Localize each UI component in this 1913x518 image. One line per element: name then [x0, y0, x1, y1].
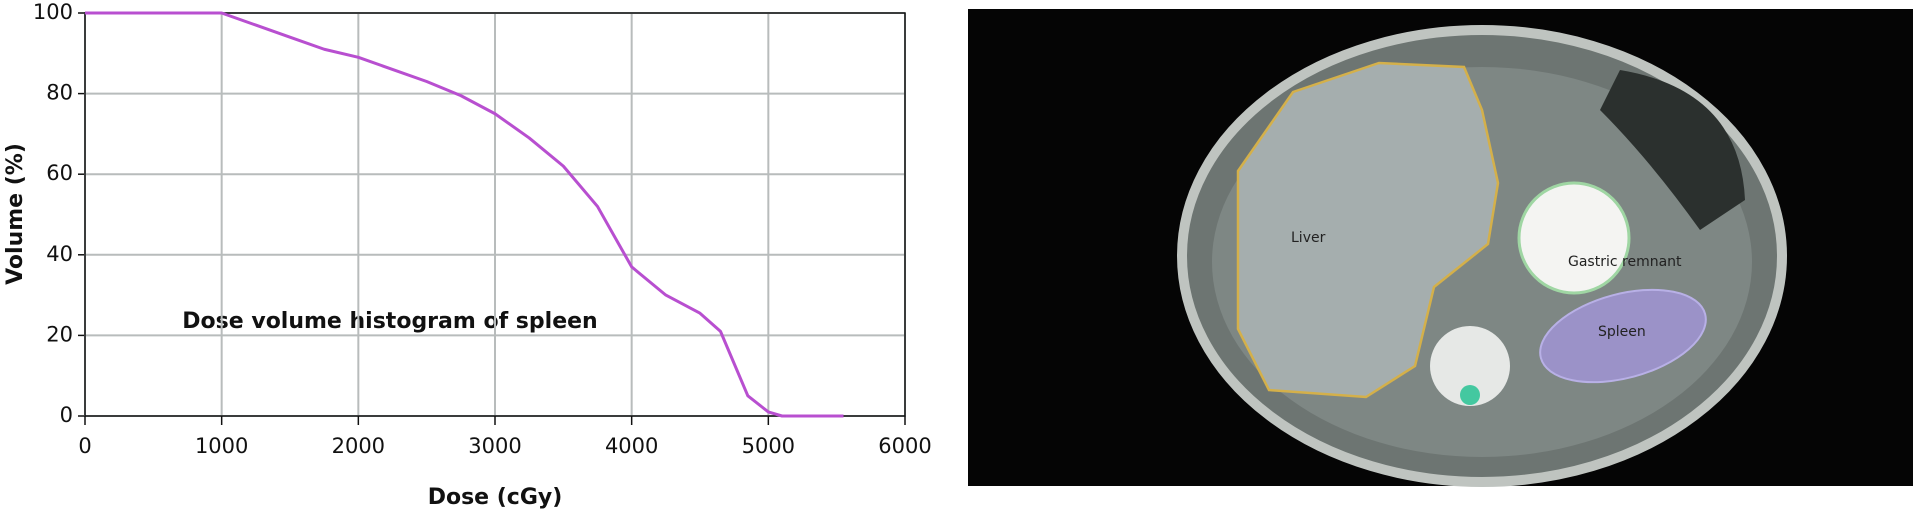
- annotation: Dose volume histogram of spleen: [182, 309, 597, 334]
- y-tick-label: 40: [46, 242, 73, 266]
- x-tick-label: 2000: [332, 434, 385, 458]
- ct-label: Liver: [1291, 230, 1326, 246]
- x-tick-label: 1000: [195, 434, 248, 458]
- gastric-remnant: [1517, 181, 1631, 295]
- spleen: [1539, 288, 1707, 384]
- x-tick-label: 4000: [605, 434, 658, 458]
- plot-frame: [84, 12, 906, 417]
- x-tick-label: 6000: [878, 434, 931, 458]
- liver: [1236, 61, 1500, 399]
- bowel: [1600, 70, 1745, 230]
- dvh-line: [85, 11, 844, 418]
- spinal-cord: [1460, 385, 1480, 405]
- x-tick-label: 5000: [742, 434, 795, 458]
- spine: [1430, 326, 1510, 406]
- ct-scan: Liver Gastric remnant Spleen: [968, 9, 1913, 487]
- y-tick-label: 20: [46, 322, 73, 346]
- y-tick-label: 100: [33, 0, 73, 24]
- y-tick-label: 0: [60, 403, 73, 427]
- x-axis-title: Dose (cGy): [428, 485, 563, 510]
- y-axis-title: Volume (%): [3, 143, 28, 285]
- y-tick-label: 60: [46, 161, 73, 185]
- ct-label: Spleen: [1598, 324, 1646, 340]
- x-tick-label: 3000: [468, 434, 521, 458]
- x-tick-label: 0: [78, 434, 91, 458]
- y-tick-label: 80: [46, 81, 73, 105]
- ct-label: Gastric remnant: [1568, 254, 1682, 270]
